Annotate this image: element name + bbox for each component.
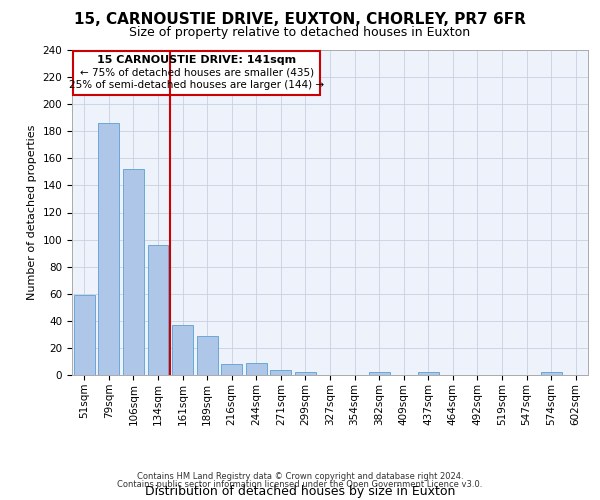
Bar xyxy=(98,123,119,375)
Text: ← 75% of detached houses are smaller (435): ← 75% of detached houses are smaller (43… xyxy=(80,68,314,78)
Text: Distribution of detached houses by size in Euxton: Distribution of detached houses by size … xyxy=(145,486,455,498)
Bar xyxy=(541,372,562,375)
Bar xyxy=(197,336,218,375)
Bar xyxy=(172,325,193,375)
Bar xyxy=(418,372,439,375)
Bar xyxy=(123,169,144,375)
Text: 25% of semi-detached houses are larger (144) →: 25% of semi-detached houses are larger (… xyxy=(69,80,324,90)
Bar xyxy=(246,363,267,375)
Bar xyxy=(148,245,169,375)
Bar xyxy=(74,295,95,375)
Bar xyxy=(221,364,242,375)
Y-axis label: Number of detached properties: Number of detached properties xyxy=(27,125,37,300)
Text: Size of property relative to detached houses in Euxton: Size of property relative to detached ho… xyxy=(130,26,470,39)
Bar xyxy=(368,372,389,375)
Bar xyxy=(73,52,320,94)
Text: Contains public sector information licensed under the Open Government Licence v3: Contains public sector information licen… xyxy=(118,480,482,489)
Text: 15 CARNOUSTIE DRIVE: 141sqm: 15 CARNOUSTIE DRIVE: 141sqm xyxy=(97,56,296,66)
Text: Contains HM Land Registry data © Crown copyright and database right 2024.: Contains HM Land Registry data © Crown c… xyxy=(137,472,463,481)
Text: 15, CARNOUSTIE DRIVE, EUXTON, CHORLEY, PR7 6FR: 15, CARNOUSTIE DRIVE, EUXTON, CHORLEY, P… xyxy=(74,12,526,28)
Bar xyxy=(295,372,316,375)
Bar xyxy=(271,370,292,375)
